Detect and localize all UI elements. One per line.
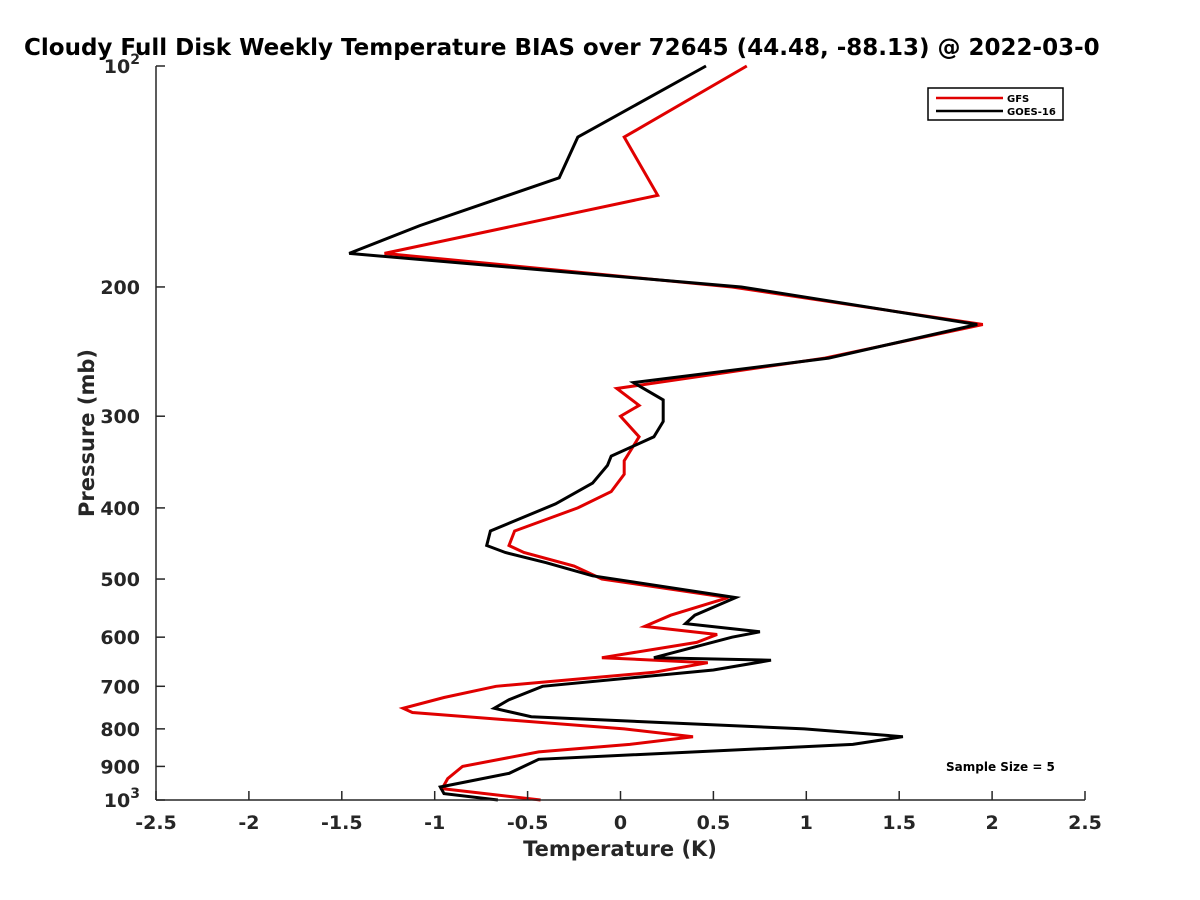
legend: GFS GOES-16	[927, 87, 1064, 121]
y-tick-label: 600	[100, 627, 140, 649]
y-tick-exponent: 3	[130, 786, 140, 802]
y-tick-label: 500	[100, 569, 140, 591]
legend-items: GFS GOES-16	[936, 94, 1056, 118]
plot-background	[156, 66, 1085, 800]
y-tick-label: 800	[100, 719, 140, 741]
x-tick-label: -2	[238, 812, 259, 834]
legend-label: GFS	[1007, 94, 1029, 105]
y-tick-label: 200	[100, 277, 140, 299]
y-tick-label: 700	[100, 676, 140, 698]
x-tick-label: 0.5	[697, 812, 731, 834]
y-tick-label: 400	[100, 498, 140, 520]
x-tick-label: -0.5	[507, 812, 549, 834]
x-tick-label: 1.5	[882, 812, 916, 834]
sample-size-annotation: Sample Size = 5	[946, 760, 1055, 774]
legend-label: GOES-16	[1007, 107, 1056, 118]
series-line-goes-16	[348, 64, 978, 802]
y-axis-label: Pressure (mb)	[75, 349, 99, 517]
x-axis-label: Temperature (K)	[523, 837, 717, 861]
x-tick-label: -1	[424, 812, 445, 834]
y-tick-label: 102	[104, 52, 140, 78]
x-ticks: -2.5 -2 -1.5 -1 -0.5 0 0.5 1 1.5 2 2.5	[135, 791, 1102, 834]
chart-title: Cloudy Full Disk Weekly Temperature BIAS…	[24, 35, 1100, 61]
y-tick-base: 10	[104, 56, 130, 78]
y-tick-label: 900	[100, 756, 140, 778]
plot-area	[155, 64, 1085, 802]
x-tick-label: 0	[614, 812, 627, 834]
x-tick-label: -1.5	[321, 812, 363, 834]
x-tick-label: -2.5	[135, 812, 177, 834]
series-group	[348, 64, 984, 802]
x-tick-label: 2	[985, 812, 998, 834]
y-tick-label: 300	[100, 406, 140, 428]
legend-box	[927, 87, 1064, 121]
y-tick-label: 103	[104, 786, 140, 812]
x-tick-label: 2.5	[1068, 812, 1102, 834]
y-tick-base: 10	[104, 790, 130, 812]
y-tick-exponent: 2	[130, 52, 140, 68]
x-tick-label: 1	[800, 812, 813, 834]
